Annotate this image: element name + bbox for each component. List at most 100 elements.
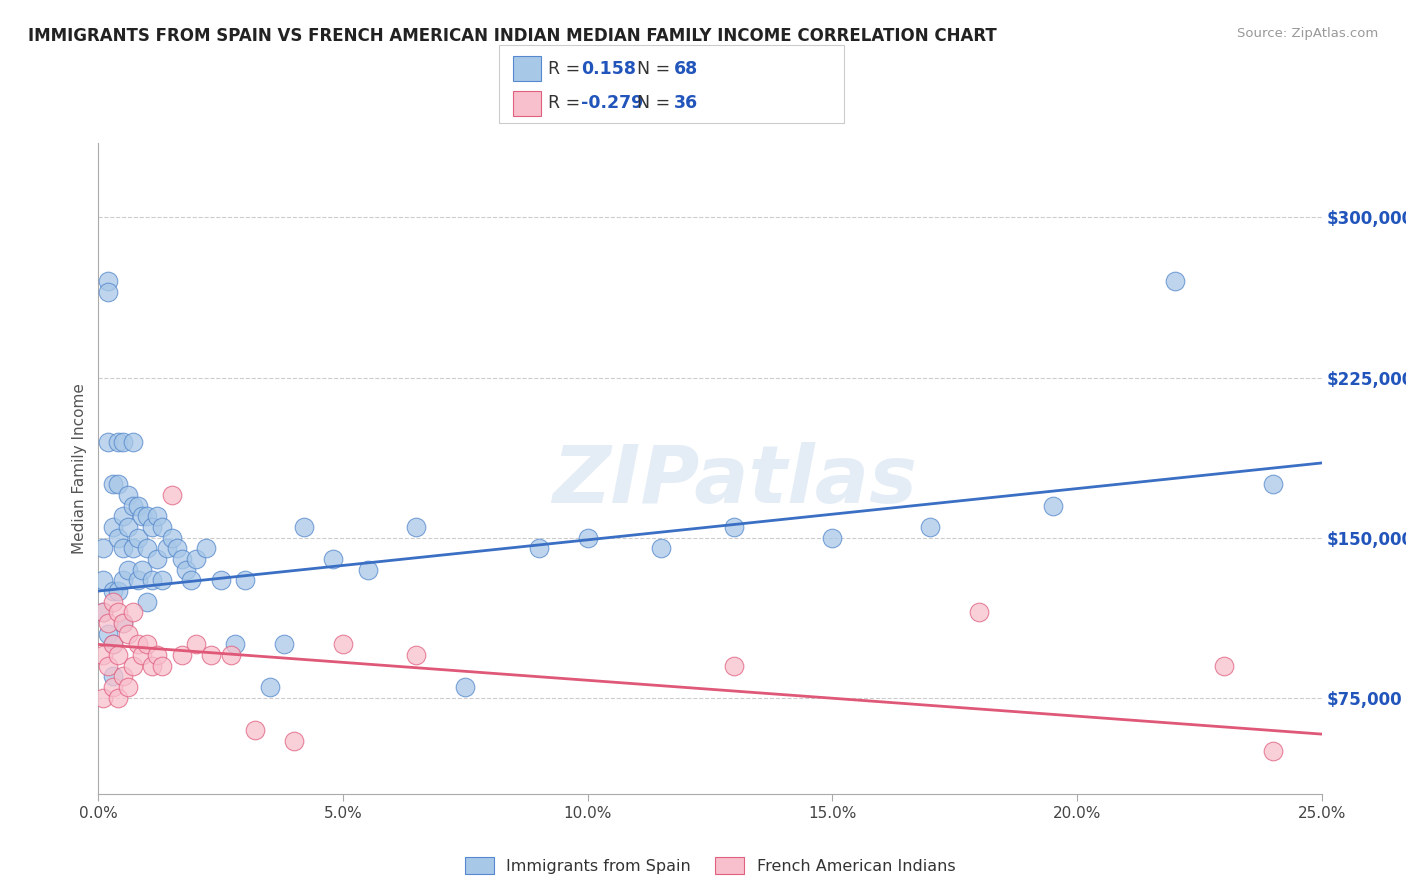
Point <box>97 658 120 673</box>
Point <box>111 509 134 524</box>
Point <box>141 658 163 673</box>
Text: 36: 36 <box>673 95 697 112</box>
Point <box>166 541 188 556</box>
Point <box>141 520 163 534</box>
Point <box>146 552 169 566</box>
Point <box>107 434 129 449</box>
Point <box>97 616 120 631</box>
Point <box>97 275 120 289</box>
Point <box>1261 744 1284 758</box>
Point <box>107 690 129 705</box>
Point <box>107 648 129 662</box>
Point <box>150 520 173 534</box>
Point <box>117 563 139 577</box>
Point <box>273 637 295 651</box>
Point <box>97 434 120 449</box>
Point <box>322 552 344 566</box>
Point <box>101 637 124 651</box>
Point <box>127 637 149 651</box>
Text: 0.158: 0.158 <box>581 60 636 78</box>
Point <box>111 434 134 449</box>
Point <box>224 637 246 651</box>
Point <box>180 574 202 588</box>
Point <box>136 509 159 524</box>
Point <box>283 733 305 747</box>
Text: R =: R = <box>548 60 586 78</box>
Point <box>170 648 193 662</box>
Text: -0.279: -0.279 <box>581 95 643 112</box>
Point <box>454 680 477 694</box>
Text: R =: R = <box>548 95 586 112</box>
Point <box>111 616 134 631</box>
Point <box>292 520 315 534</box>
Point <box>121 658 143 673</box>
Point <box>821 531 844 545</box>
Point <box>723 520 745 534</box>
Point <box>91 690 114 705</box>
Point <box>141 574 163 588</box>
Point <box>91 648 114 662</box>
Point <box>117 488 139 502</box>
Point <box>136 595 159 609</box>
Point <box>200 648 222 662</box>
Point <box>150 658 173 673</box>
Point <box>101 584 124 599</box>
Point <box>111 574 134 588</box>
Point <box>91 574 114 588</box>
Text: IMMIGRANTS FROM SPAIN VS FRENCH AMERICAN INDIAN MEDIAN FAMILY INCOME CORRELATION: IMMIGRANTS FROM SPAIN VS FRENCH AMERICAN… <box>28 27 997 45</box>
Point <box>723 658 745 673</box>
Point <box>131 648 153 662</box>
Point <box>111 541 134 556</box>
Point <box>136 637 159 651</box>
Point <box>233 574 256 588</box>
Point <box>117 520 139 534</box>
Y-axis label: Median Family Income: Median Family Income <box>72 383 87 554</box>
Point <box>107 531 129 545</box>
Point <box>111 616 134 631</box>
Point <box>121 606 143 620</box>
Point <box>186 552 208 566</box>
Point <box>127 574 149 588</box>
Point <box>650 541 672 556</box>
Point <box>1261 477 1284 491</box>
Point <box>527 541 550 556</box>
Point <box>405 648 427 662</box>
Point <box>97 626 120 640</box>
Point <box>160 531 183 545</box>
Point <box>243 723 266 737</box>
Point <box>131 509 153 524</box>
Text: Source: ZipAtlas.com: Source: ZipAtlas.com <box>1237 27 1378 40</box>
Point <box>117 626 139 640</box>
Text: N =: N = <box>626 95 675 112</box>
Point <box>131 563 153 577</box>
Point <box>101 637 124 651</box>
Point <box>176 563 198 577</box>
Point <box>259 680 281 694</box>
Point <box>91 606 114 620</box>
Point <box>1164 275 1187 289</box>
Point <box>160 488 183 502</box>
Point <box>97 285 120 300</box>
Point <box>209 574 232 588</box>
Point <box>121 499 143 513</box>
Point <box>405 520 427 534</box>
Point <box>186 637 208 651</box>
Point <box>195 541 218 556</box>
Point <box>332 637 354 651</box>
Point <box>920 520 942 534</box>
Point <box>170 552 193 566</box>
Point <box>101 477 124 491</box>
Text: 68: 68 <box>673 60 697 78</box>
Point <box>107 606 129 620</box>
Point <box>1212 658 1234 673</box>
Point <box>1042 499 1064 513</box>
Point <box>107 477 129 491</box>
Point <box>121 434 143 449</box>
Point <box>107 584 129 599</box>
Point <box>127 499 149 513</box>
Point <box>127 531 149 545</box>
Legend: Immigrants from Spain, French American Indians: Immigrants from Spain, French American I… <box>458 851 962 880</box>
Point <box>576 531 599 545</box>
Point <box>146 648 169 662</box>
Point <box>356 563 378 577</box>
